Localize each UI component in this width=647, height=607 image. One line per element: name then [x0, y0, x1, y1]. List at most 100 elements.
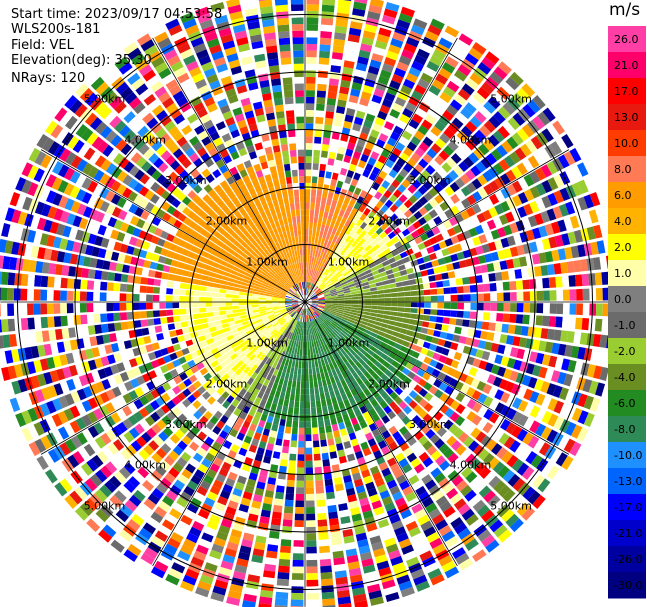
noise-gate: [477, 302, 484, 311]
noise-gate: [402, 242, 412, 251]
noise-gate: [292, 295, 299, 300]
noise-gate: [218, 27, 232, 38]
signal-gate: [312, 269, 316, 277]
signal-gate: [323, 211, 329, 219]
noise-gate: [169, 484, 182, 496]
noise-gate: [477, 254, 487, 264]
noise-gate: [371, 541, 384, 552]
signal-gate: [281, 287, 289, 292]
signal-gate: [332, 361, 338, 369]
noise-gate: [15, 176, 27, 192]
noise-gate: [517, 191, 529, 204]
signal-gate: [272, 267, 279, 274]
noise-gate: [541, 128, 554, 143]
noise-gate: [123, 254, 133, 264]
noise-gate: [140, 319, 148, 328]
noise-gate: [462, 319, 470, 328]
signal-gate: [352, 346, 360, 354]
noise-gate: [333, 119, 343, 127]
noise-gate: [158, 431, 169, 442]
noise-gate: [256, 528, 268, 538]
signal-gate: [391, 302, 398, 307]
signal-gate: [184, 242, 193, 251]
noise-gate: [63, 340, 72, 352]
noise-gate: [69, 186, 81, 199]
noise-gate: [422, 440, 433, 451]
noise-gate: [311, 304, 318, 308]
noise-gate: [595, 303, 603, 317]
noise-gate: [521, 374, 532, 387]
noise-gate: [564, 246, 573, 260]
signal-gate: [395, 316, 404, 323]
signal-gate: [369, 345, 378, 353]
noise-gate: [95, 335, 104, 345]
noise-gate: [210, 592, 225, 603]
noise-gate: [315, 310, 321, 316]
signal-gate: [422, 314, 431, 322]
noise-gate: [138, 449, 150, 461]
signal-gate: [353, 277, 361, 283]
signal-gate: [350, 388, 358, 397]
signal-gate: [262, 268, 269, 275]
signal-gate: [338, 264, 345, 271]
noise-gate: [9, 192, 21, 207]
noise-gate: [294, 513, 304, 521]
signal-gate: [338, 341, 345, 349]
signal-gate: [348, 358, 355, 367]
noise-gate: [368, 590, 383, 600]
noise-gate: [69, 170, 81, 184]
noise-gate: [292, 176, 299, 184]
noise-gate: [510, 303, 517, 312]
noise-gate: [404, 262, 412, 269]
signal-gate: [277, 282, 284, 288]
noise-gate: [135, 156, 147, 168]
signal-gate: [261, 363, 269, 371]
signal-gate: [286, 386, 292, 394]
noise-gate: [359, 97, 370, 107]
signal-gate: [323, 292, 331, 296]
signal-gate: [261, 316, 269, 321]
noise-gate: [529, 351, 538, 363]
noise-gate: [424, 30, 439, 42]
noise-gate: [438, 150, 450, 161]
signal-gate: [310, 196, 316, 204]
noise-gate: [225, 116, 236, 127]
noise-gate: [403, 42, 417, 54]
noise-gate: [90, 513, 105, 528]
signal-gate: [334, 336, 341, 344]
signal-gate: [312, 222, 318, 230]
noise-gate: [106, 303, 114, 312]
signal-gate: [344, 243, 351, 251]
noise-gate: [334, 112, 344, 121]
noise-gate: [339, 509, 350, 518]
noise-gate: [563, 438, 576, 453]
signal-gate: [359, 366, 367, 374]
noise-gate: [307, 308, 310, 315]
noise-gate: [52, 398, 63, 412]
noise-gate: [143, 444, 155, 456]
noise-gate: [557, 219, 567, 233]
noise-gate: [433, 411, 444, 421]
noise-gate: [186, 60, 199, 72]
signal-gate: [298, 328, 301, 335]
noise-gate: [360, 551, 373, 561]
signal-gate: [355, 218, 364, 227]
noise-gate: [87, 397, 98, 410]
noise-gate: [418, 388, 428, 398]
noise-gate: [7, 318, 16, 332]
noise-gate: [115, 139, 128, 152]
noise-gate: [217, 496, 229, 506]
signal-gate: [383, 248, 391, 256]
signal-gate: [377, 289, 385, 295]
noise-gate: [64, 494, 78, 509]
noise-gate: [132, 293, 140, 302]
noise-gate: [294, 70, 304, 78]
noise-gate: [446, 511, 460, 524]
noise-gate: [109, 115, 122, 129]
signal-gate: [360, 262, 369, 269]
signal-gate: [245, 399, 254, 409]
signal-gate: [258, 219, 266, 228]
signal-gate: [351, 299, 359, 302]
noise-gate: [306, 308, 309, 316]
noise-gate: [460, 484, 473, 497]
